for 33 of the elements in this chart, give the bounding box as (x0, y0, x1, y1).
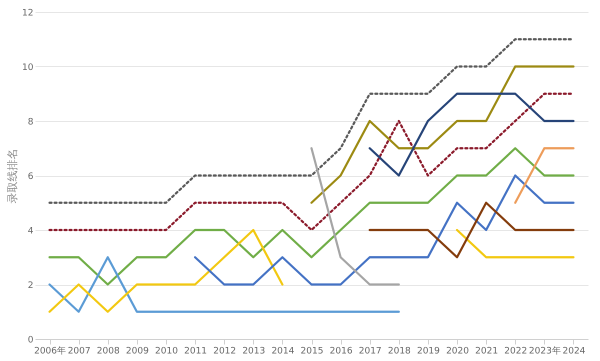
x-tick-label: 2020 (446, 346, 470, 356)
x-tick-label: 2014 (271, 346, 295, 356)
x-tick-label: 2007 (68, 346, 91, 356)
y-tick-label: 0 (28, 336, 34, 346)
x-tick-label: 2021 (475, 346, 498, 356)
x-tick-label: 2024 (562, 346, 586, 356)
x-tick-label: 2017 (358, 346, 382, 356)
x-tick-label: 2012 (213, 346, 236, 356)
line-series (48, 92, 575, 232)
x-tick-label: 2022 (504, 346, 528, 356)
y-tick-label: 10 (22, 63, 34, 73)
y-tick-label: 2 (28, 281, 34, 291)
y-tick-label: 8 (28, 118, 34, 128)
x-tick-label: 2023年 (528, 346, 561, 356)
x-tick-label: 2011 (184, 346, 208, 356)
x-tick-label: 2010 (155, 346, 178, 356)
y-tick-label: 6 (28, 172, 34, 182)
x-tick-label: 2016 (330, 346, 353, 356)
y-tick-label: 4 (28, 226, 34, 236)
line-series (48, 147, 575, 286)
line-series (48, 38, 575, 204)
line-series (310, 65, 575, 204)
y-tick-label: 12 (22, 8, 34, 18)
x-tick-label: 2013 (242, 346, 266, 356)
x-tick-label: 2018 (388, 346, 412, 356)
x-tick-label: 2006年 (34, 346, 66, 356)
line-series (194, 174, 575, 286)
x-tick-label: 2008 (96, 346, 120, 356)
x-tick-label: 2019 (416, 346, 440, 356)
x-tick-label: 2009 (126, 346, 150, 356)
x-tick-label: 2015 (300, 346, 324, 356)
line-series (368, 92, 575, 177)
y-axis-title: 录取线排名 (6, 148, 20, 204)
